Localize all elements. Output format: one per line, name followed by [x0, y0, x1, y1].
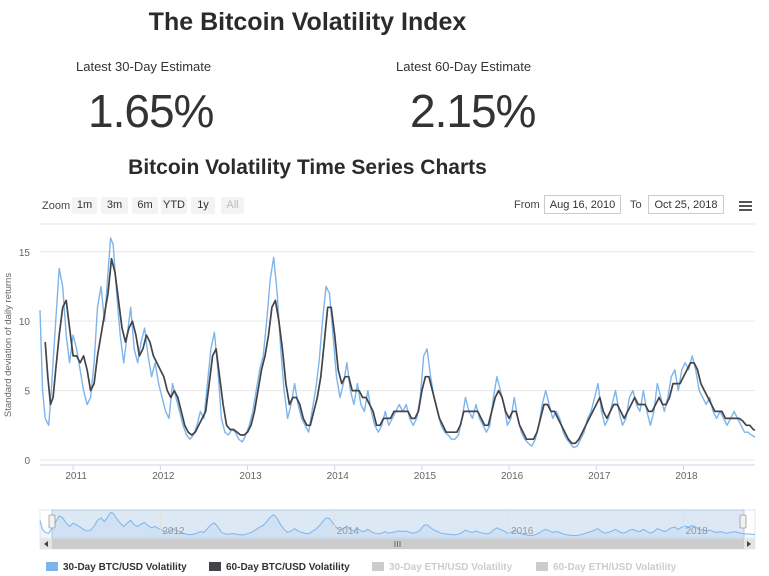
navigator-area	[40, 512, 755, 537]
zoom-button-1y[interactable]: 1y	[191, 197, 215, 214]
zoom-label: Zoom	[42, 200, 71, 212]
scrollbar-thumb[interactable]	[52, 539, 744, 549]
legend-swatch-eth-60	[536, 562, 548, 571]
y-tick-label: 0	[24, 456, 30, 467]
page-title: The Bitcoin Volatility Index	[148, 8, 467, 36]
x-tick-label: 2017	[588, 471, 611, 482]
zoom-button-3m[interactable]: 3m	[101, 197, 128, 214]
series-btc-60-line[interactable]	[44, 257, 756, 445]
x-tick-label: 2016	[501, 471, 524, 482]
navigator-series	[39, 511, 756, 537]
x-tick-label: 2018	[675, 471, 698, 482]
x-tick-label: 2011	[65, 471, 87, 482]
zoom-button-ytd[interactable]: YTD	[161, 197, 187, 214]
legend-label-btc-30: 30-Day BTC/USD Volatility	[63, 562, 187, 573]
scroll-left-arrow-icon	[44, 541, 48, 547]
to-label: To	[630, 199, 642, 211]
estimate-60-value: 2.15%	[410, 85, 536, 137]
y-tick-label: 5	[24, 387, 30, 398]
charts-title: Bitcoin Volatility Time Series Charts	[128, 156, 487, 179]
y-axis-label: Standard deviation of daily returns	[3, 273, 14, 417]
scrollbar-grip-icon	[394, 541, 401, 547]
zoom-button-6m[interactable]: 6m	[132, 197, 158, 214]
x-tick-label: 2012	[152, 471, 175, 482]
from-date-input[interactable]: Aug 16, 2010	[544, 195, 621, 214]
y-tick-label: 10	[19, 317, 31, 328]
navigator-line	[39, 511, 756, 537]
grid-layer: 0 5 10 15	[19, 248, 755, 467]
navigator-tick-label: 2018	[686, 526, 709, 537]
legend-eth-30[interactable]: 30-Day ETH/USD Volatility	[372, 562, 512, 573]
x-tick-label: 2013	[239, 471, 262, 482]
legend-swatch-btc-30	[46, 562, 58, 571]
x-tick-label: 2014	[327, 471, 350, 482]
legend-swatch-btc-60	[209, 562, 221, 571]
x-axis: 2011 2012 2013 2014 2015 2016 2017 2018	[40, 464, 755, 482]
zoom-button-all[interactable]: All	[221, 197, 244, 214]
navigator-tick-label: 2012	[162, 526, 185, 537]
navigator-selection[interactable]	[51, 509, 745, 539]
navigator-ticks: 2012 2014 2016 2018	[159, 510, 709, 538]
series-btc-30-line[interactable]	[39, 237, 756, 449]
series-layer	[39, 237, 756, 449]
hamburger-menu-icon[interactable]	[739, 201, 752, 212]
legend-label-eth-30: 30-Day ETH/USD Volatility	[389, 562, 513, 573]
to-date-input[interactable]: Oct 25, 2018	[648, 195, 724, 214]
estimate-30-label: Latest 30-Day Estimate	[76, 59, 212, 74]
navigator-left-handle[interactable]	[48, 514, 56, 529]
y-tick-label: 15	[19, 248, 31, 259]
x-tick-label: 2015	[414, 471, 437, 482]
from-label: From	[514, 199, 540, 211]
zoom-button-1m[interactable]: 1m	[72, 197, 97, 214]
navigator-tick-label: 2016	[511, 526, 534, 537]
navigator-right-handle[interactable]	[739, 514, 747, 529]
legend-eth-60[interactable]: 60-Day ETH/USD Volatility	[536, 562, 676, 573]
legend-btc-30[interactable]: 30-Day BTC/USD Volatility	[46, 562, 187, 573]
legend-btc-60[interactable]: 60-Day BTC/USD Volatility	[209, 562, 350, 573]
navigator-tick-label: 2014	[337, 526, 360, 537]
legend-swatch-eth-30	[372, 562, 384, 571]
estimate-30-value: 1.65%	[88, 85, 214, 137]
scroll-right-arrow-icon	[747, 541, 751, 547]
legend-label-eth-60: 60-Day ETH/USD Volatility	[553, 562, 677, 573]
legend-label-btc-60: 60-Day BTC/USD Volatility	[226, 562, 350, 573]
estimate-60-label: Latest 60-Day Estimate	[396, 59, 532, 74]
